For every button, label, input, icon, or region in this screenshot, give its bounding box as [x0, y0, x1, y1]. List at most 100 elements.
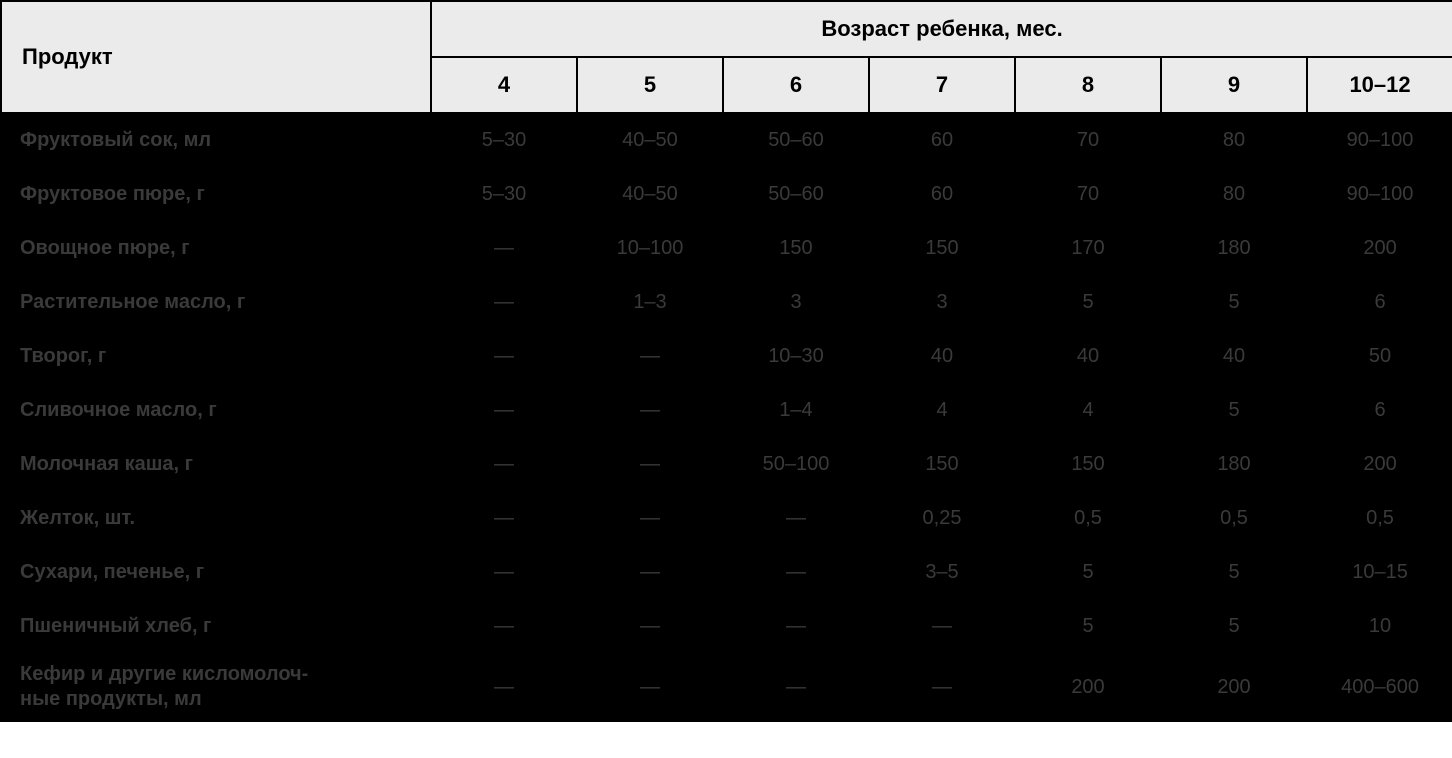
cell-value: 150	[723, 221, 869, 275]
table-row: Пшеничный хлеб, г————5510	[1, 599, 1452, 653]
cell-value: —	[577, 653, 723, 721]
table-row: Кефир и другие кисломолоч-ные продукты, …	[1, 653, 1452, 721]
cell-value: 40–50	[577, 167, 723, 221]
cell-value: —	[577, 491, 723, 545]
row-label: Творог, г	[1, 329, 431, 383]
row-label: Пшеничный хлеб, г	[1, 599, 431, 653]
cell-value: —	[577, 545, 723, 599]
cell-value: 1–4	[723, 383, 869, 437]
cell-value: 70	[1015, 113, 1161, 167]
row-label: Фруктовое пюре, г	[1, 167, 431, 221]
cell-value: 200	[1161, 653, 1307, 721]
cell-value: 50–100	[723, 437, 869, 491]
row-label: Молочная каша, г	[1, 437, 431, 491]
cell-value: 60	[869, 167, 1015, 221]
header-product: Продукт	[1, 1, 431, 113]
cell-value: —	[431, 653, 577, 721]
table-row: Сухари, печенье, г———3–55510–15	[1, 545, 1452, 599]
row-label: Фруктовый сок, мл	[1, 113, 431, 167]
cell-value: 80	[1161, 167, 1307, 221]
cell-value: 6	[1307, 383, 1452, 437]
cell-value: —	[431, 437, 577, 491]
cell-value: 5	[1015, 599, 1161, 653]
cell-value: 6	[1307, 275, 1452, 329]
cell-value: 5	[1015, 275, 1161, 329]
row-label: Овощное пюре, г	[1, 221, 431, 275]
cell-value: 10–30	[723, 329, 869, 383]
cell-value: 40	[1161, 329, 1307, 383]
cell-value: 50	[1307, 329, 1452, 383]
table-row: Овощное пюре, г—10–100150150170180200	[1, 221, 1452, 275]
cell-value: —	[431, 383, 577, 437]
cell-value: —	[577, 437, 723, 491]
table-row: Фруктовый сок, мл5–3040–5050–6060708090–…	[1, 113, 1452, 167]
cell-value: 80	[1161, 113, 1307, 167]
header-age-col: 4	[431, 57, 577, 113]
row-label: Сливочное масло, г	[1, 383, 431, 437]
table-row: Творог, г——10–3040404050	[1, 329, 1452, 383]
cell-value: —	[431, 275, 577, 329]
cell-value: 200	[1015, 653, 1161, 721]
cell-value: 200	[1307, 437, 1452, 491]
cell-value: 0,5	[1015, 491, 1161, 545]
cell-value: 5	[1161, 383, 1307, 437]
cell-value: 3	[869, 275, 1015, 329]
header-age-col: 10–12	[1307, 57, 1452, 113]
table-body: Фруктовый сок, мл5–3040–5050–6060708090–…	[1, 113, 1452, 721]
cell-value: 180	[1161, 221, 1307, 275]
cell-value: 5–30	[431, 113, 577, 167]
row-label: Растительное масло, г	[1, 275, 431, 329]
cell-value: —	[869, 653, 1015, 721]
cell-value: —	[577, 329, 723, 383]
cell-value: —	[431, 545, 577, 599]
cell-value: —	[431, 599, 577, 653]
cell-value: 5	[1161, 545, 1307, 599]
cell-value: 0,5	[1307, 491, 1452, 545]
cell-value: 5	[1161, 275, 1307, 329]
cell-value: 50–60	[723, 167, 869, 221]
cell-value: 10–100	[577, 221, 723, 275]
cell-value: —	[577, 383, 723, 437]
table-row: Желток, шт.———0,250,50,50,5	[1, 491, 1452, 545]
header-age-col: 8	[1015, 57, 1161, 113]
cell-value: 40–50	[577, 113, 723, 167]
row-label: Желток, шт.	[1, 491, 431, 545]
cell-value: 150	[869, 221, 1015, 275]
table-row: Сливочное масло, г——1–44456	[1, 383, 1452, 437]
cell-value: 4	[869, 383, 1015, 437]
cell-value: 170	[1015, 221, 1161, 275]
cell-value: 90–100	[1307, 167, 1452, 221]
cell-value: 5	[1161, 599, 1307, 653]
cell-value: 10–15	[1307, 545, 1452, 599]
cell-value: —	[577, 599, 723, 653]
cell-value: 3	[723, 275, 869, 329]
table-row: Растительное масло, г—1–333556	[1, 275, 1452, 329]
table-header: Продукт Возраст ребенка, мес. 4 5 6 7 8 …	[1, 1, 1452, 113]
table-row: Фруктовое пюре, г5–3040–5050–6060708090–…	[1, 167, 1452, 221]
cell-value: —	[723, 599, 869, 653]
cell-value: 10	[1307, 599, 1452, 653]
cell-value: 400–600	[1307, 653, 1452, 721]
cell-value: 150	[1015, 437, 1161, 491]
cell-value: 5	[1015, 545, 1161, 599]
header-age-col: 7	[869, 57, 1015, 113]
cell-value: —	[869, 599, 1015, 653]
cell-value: 40	[869, 329, 1015, 383]
header-age-col: 5	[577, 57, 723, 113]
cell-value: 3–5	[869, 545, 1015, 599]
header-age-col: 9	[1161, 57, 1307, 113]
row-label: Сухари, печенье, г	[1, 545, 431, 599]
cell-value: —	[723, 653, 869, 721]
cell-value: 0,5	[1161, 491, 1307, 545]
cell-value: —	[723, 545, 869, 599]
cell-value: —	[723, 491, 869, 545]
cell-value: 50–60	[723, 113, 869, 167]
header-age-col: 6	[723, 57, 869, 113]
feeding-schedule-table: Продукт Возраст ребенка, мес. 4 5 6 7 8 …	[0, 0, 1452, 722]
cell-value: 4	[1015, 383, 1161, 437]
cell-value: 0,25	[869, 491, 1015, 545]
cell-value: 1–3	[577, 275, 723, 329]
cell-value: 70	[1015, 167, 1161, 221]
cell-value: 60	[869, 113, 1015, 167]
cell-value: 150	[869, 437, 1015, 491]
